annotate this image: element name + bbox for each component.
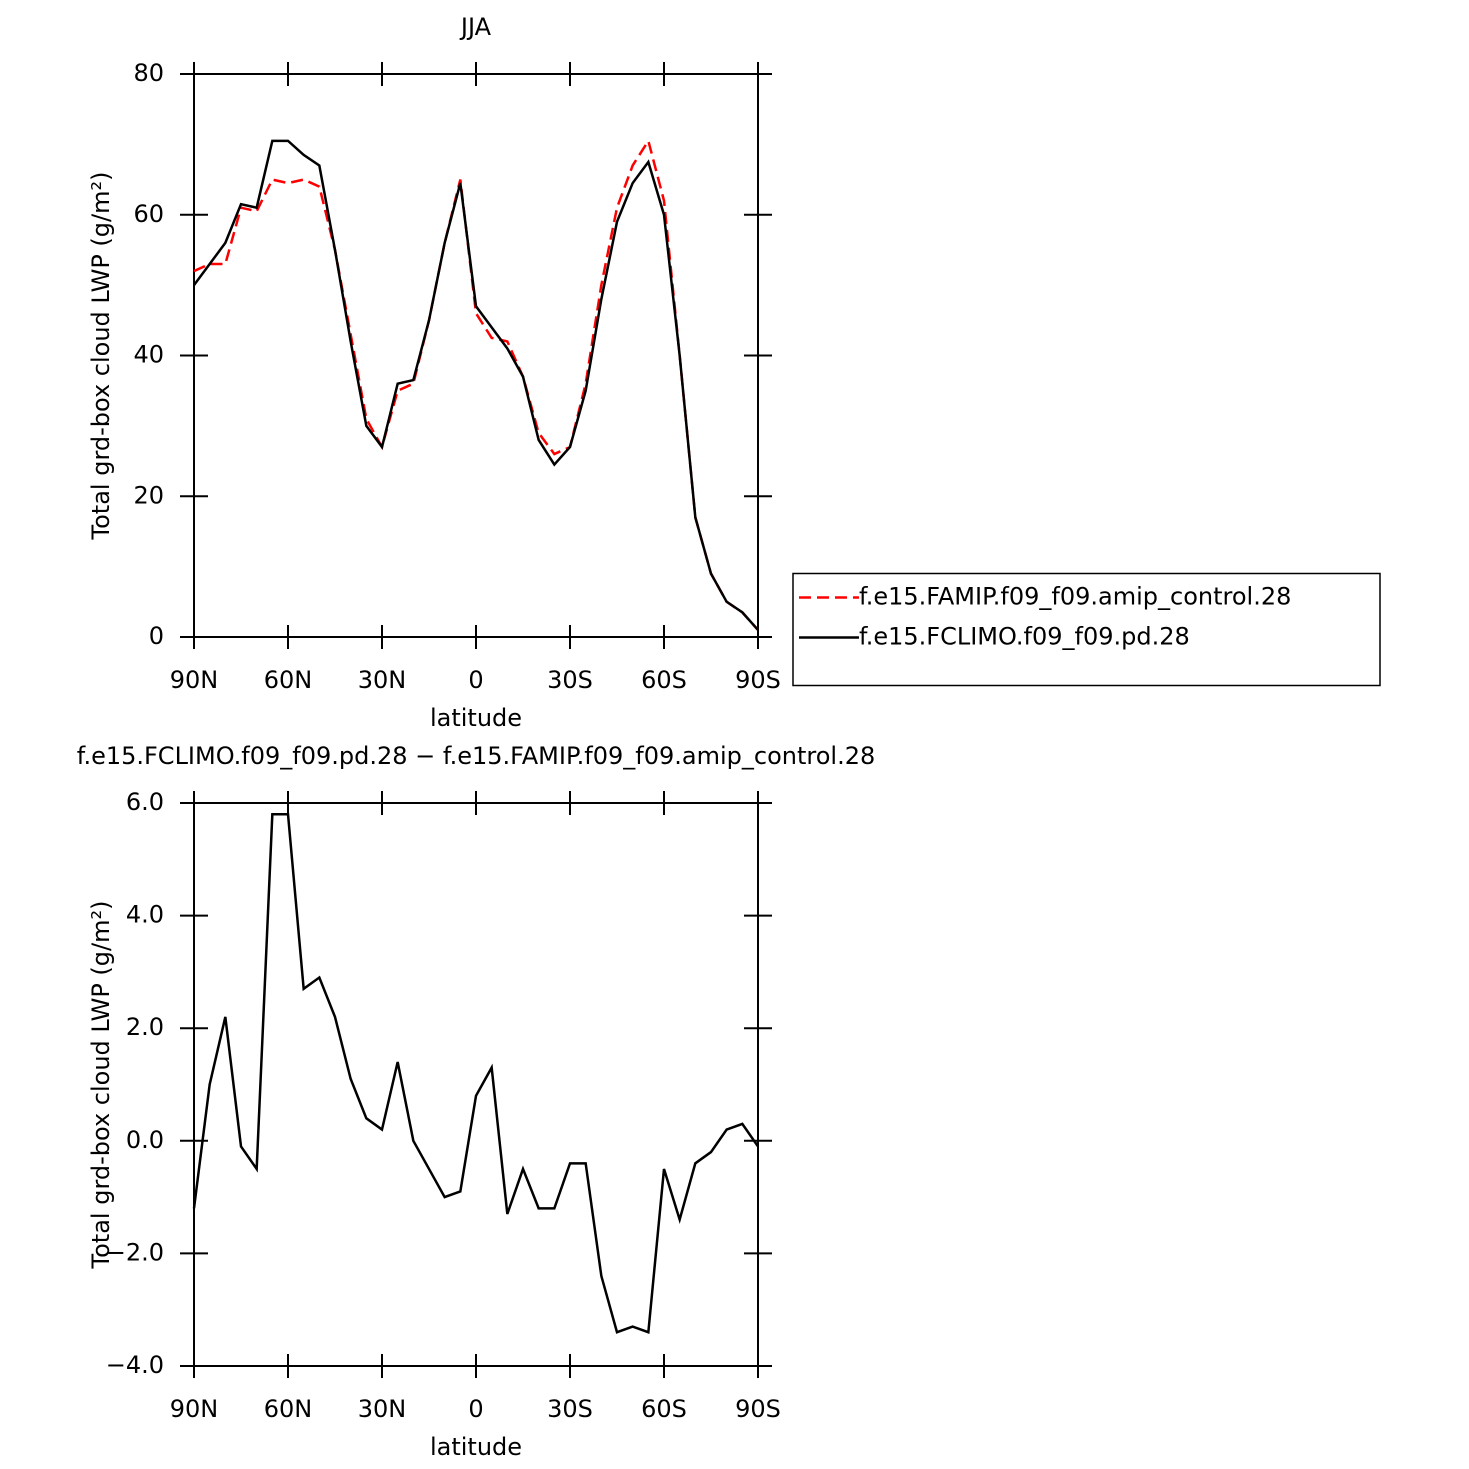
x-tick-label: 90S (735, 666, 781, 694)
y-tick-label: 20 (133, 481, 164, 509)
plot-frame (193, 73, 759, 638)
x-tick-label: 90N (170, 666, 219, 694)
data-line (192, 813, 760, 1334)
x-tick-label: 30N (358, 666, 407, 694)
y-tick-label: 0.0 (126, 1126, 164, 1154)
x-axis-label: latitude (430, 704, 522, 732)
x-tick-label: 60N (264, 1395, 313, 1423)
y-tick-label: 4.0 (126, 901, 164, 929)
x-axis-label: latitude (430, 1433, 522, 1461)
x-tick-label: 60N (264, 666, 313, 694)
chart-title: f.e15.FCLIMO.f09_f09.pd.28 − f.e15.FAMIP… (77, 742, 876, 770)
y-axis-label: Total grd-box cloud LWP (g/m²) (87, 901, 115, 1270)
y-tick-label: 60 (133, 200, 164, 228)
x-tick-label: 30N (358, 1395, 407, 1423)
chart-title: JJA (459, 13, 492, 41)
legend-label: f.e15.FCLIMO.f09_f09.pd.28 (859, 623, 1190, 651)
x-tick-label: 90N (170, 1395, 219, 1423)
x-tick-label: 0 (468, 1395, 483, 1423)
x-tick-label: 30S (547, 1395, 593, 1423)
plot-frame (193, 802, 759, 1367)
x-tick-label: 60S (641, 1395, 687, 1423)
x-tick-label: 30S (547, 666, 593, 694)
y-axis-label: Total grd-box cloud LWP (g/m²) (87, 172, 115, 541)
legend-box (792, 572, 1381, 687)
data-line (193, 137, 759, 631)
y-tick-label: −4.0 (106, 1351, 164, 1379)
legend-label: f.e15.FAMIP.f09_f09.amip_control.28 (859, 583, 1291, 611)
y-tick-label: 0 (149, 622, 164, 650)
y-tick-label: 80 (133, 59, 164, 87)
x-tick-label: 60S (641, 666, 687, 694)
x-tick-label: 0 (468, 666, 483, 694)
y-tick-label: −2.0 (106, 1238, 164, 1266)
y-tick-label: 40 (133, 341, 164, 369)
y-tick-label: 6.0 (126, 788, 164, 816)
y-tick-label: 2.0 (126, 1013, 164, 1041)
data-line (192, 139, 759, 631)
x-tick-label: 90S (735, 1395, 781, 1423)
